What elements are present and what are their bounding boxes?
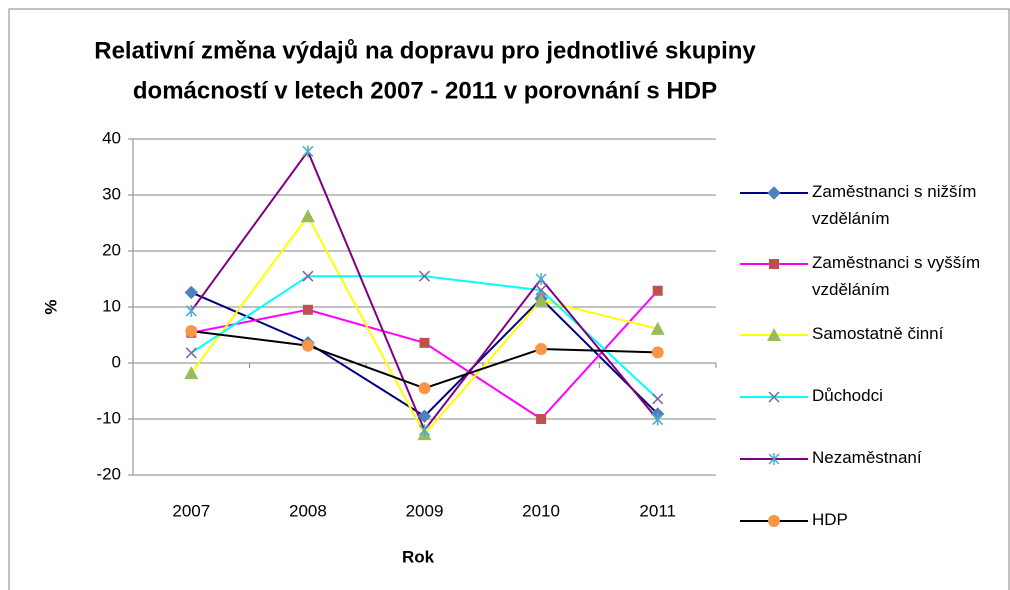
marker [185, 347, 197, 359]
marker [652, 393, 664, 405]
marker [302, 270, 314, 282]
marker [652, 413, 664, 426]
x-tick-label: 2011 [639, 501, 676, 520]
y-tick-label: -20 [96, 464, 121, 483]
y-axis-label: % [41, 299, 60, 314]
y-tick-label: 10 [102, 296, 121, 315]
marker [184, 366, 199, 380]
x-axis-label: Rok [402, 547, 435, 566]
chart-title: domácností v letech 2007 - 2011 v porovn… [133, 77, 717, 104]
marker [534, 293, 549, 307]
y-tick-label: 0 [112, 352, 121, 371]
legend-label: Zaměstnanci s nižším vzděláním [812, 182, 981, 228]
y-tick-label: 40 [102, 128, 121, 147]
legend-label: Samostatně činní [812, 324, 944, 343]
marker [417, 409, 432, 423]
marker [536, 414, 547, 424]
marker [418, 424, 431, 437]
legend-label: HDP [812, 510, 848, 529]
marker [650, 321, 665, 335]
marker [535, 273, 547, 285]
marker [769, 259, 779, 269]
y-tick-label: 20 [102, 240, 121, 259]
x-tick-label: 2009 [406, 501, 444, 520]
marker [651, 346, 664, 359]
legend-label: Zaměstnanci s vyšším vzděláním [812, 253, 985, 299]
marker [185, 325, 198, 338]
marker [184, 285, 199, 300]
x-tick-label: 2010 [522, 501, 560, 520]
marker [767, 328, 781, 341]
marker [185, 304, 197, 317]
marker [419, 337, 430, 348]
marker [418, 270, 431, 282]
marker [302, 304, 313, 315]
marker [768, 391, 780, 403]
marker [767, 186, 781, 200]
y-tick-label: 30 [102, 184, 121, 203]
y-tick-label: -10 [96, 408, 121, 427]
marker [418, 382, 431, 395]
chart-title: Relativní změna výdajů na dopravu pro je… [94, 37, 756, 64]
marker [300, 209, 315, 223]
marker [535, 343, 548, 355]
marker [652, 285, 663, 296]
marker [535, 284, 547, 296]
x-tick-label: 2007 [172, 501, 210, 520]
marker [301, 339, 314, 352]
x-tick-label: 2008 [289, 501, 327, 520]
chart-border [8, 8, 1010, 590]
marker [302, 145, 314, 158]
marker [768, 515, 780, 527]
marker [768, 453, 780, 465]
legend-label: Důchodci [812, 386, 883, 405]
legend-label: Nezaměstnaní [812, 448, 922, 467]
